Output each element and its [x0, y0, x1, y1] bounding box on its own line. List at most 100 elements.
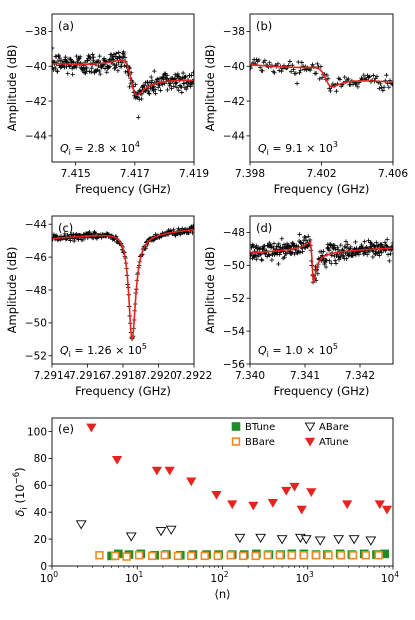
x-tick-base: 10	[125, 573, 138, 585]
data-point	[340, 253, 346, 258]
y-tick-label: −48	[223, 227, 245, 239]
data-point	[325, 76, 331, 81]
y-label-unit: (10	[13, 484, 27, 507]
data-point	[265, 243, 271, 248]
data-point	[327, 258, 332, 263]
y-tick-label: −46	[25, 252, 47, 264]
data-point	[344, 256, 349, 261]
data-point	[345, 242, 350, 247]
data-point	[95, 551, 104, 560]
data-point	[293, 71, 299, 76]
data-point	[139, 96, 144, 102]
data-point	[307, 237, 313, 243]
data-point	[354, 81, 359, 87]
data-point	[306, 234, 311, 239]
data-point	[384, 237, 390, 242]
data-point	[254, 243, 259, 249]
data-point	[73, 65, 79, 70]
data-point	[91, 235, 96, 241]
data-point	[381, 505, 393, 515]
y-tick-label: −52	[223, 293, 245, 305]
data-point	[190, 230, 194, 236]
data-point	[160, 551, 169, 560]
data-point	[169, 86, 174, 91]
legend-label: ABare	[319, 422, 349, 433]
q-annotation: Qi = 1.26 × 105	[60, 342, 147, 359]
data-point	[370, 254, 376, 260]
x-axis-label: Frequency (GHz)	[274, 182, 370, 196]
data-point	[83, 70, 88, 76]
y-tick-label: −40	[25, 61, 47, 73]
data-point	[94, 236, 100, 241]
q-symbol: Q	[60, 142, 69, 155]
data-point	[294, 81, 300, 86]
data-point	[89, 66, 94, 71]
data-point	[371, 73, 376, 78]
x-tick-base: 10	[210, 573, 223, 585]
data-point	[381, 85, 387, 90]
y-axis-label: Amplitude (dB)	[203, 247, 217, 334]
data-point	[85, 58, 90, 63]
data-point	[252, 252, 258, 258]
data-point	[329, 261, 334, 266]
y-tick-label: −50	[25, 318, 47, 330]
data-point	[279, 236, 285, 241]
y-tick-label: 0	[40, 561, 47, 573]
data-point	[256, 57, 262, 63]
fit-curve	[250, 63, 393, 88]
data-point	[342, 74, 347, 80]
panel-label: (e)	[58, 422, 74, 436]
x-tick-exponent: 3	[309, 570, 314, 579]
data-point	[365, 252, 370, 257]
fit-curve	[250, 241, 393, 284]
y-tick-label: 20	[34, 534, 47, 546]
y-axis-label: Amplitude (dB)	[203, 45, 217, 132]
data-point	[307, 68, 313, 73]
data-point	[374, 240, 379, 245]
data-point	[327, 86, 332, 91]
data-point	[330, 245, 336, 251]
data-point	[116, 50, 121, 55]
series-bbare	[95, 551, 383, 561]
data-point	[121, 49, 126, 55]
data-point	[88, 55, 93, 61]
data-point	[374, 500, 385, 510]
data-point	[250, 253, 253, 258]
q-exponent: 4	[135, 140, 140, 149]
data-point	[344, 245, 350, 250]
data-point	[287, 59, 293, 64]
fit-curve	[52, 59, 194, 97]
data-point	[341, 254, 346, 259]
data-point	[275, 244, 281, 249]
q-symbol: Q	[258, 142, 267, 155]
y-tick-label: −38	[25, 26, 47, 38]
data-point	[380, 88, 386, 93]
data-point	[239, 551, 248, 561]
legend-label: ATune	[319, 437, 348, 448]
data-point	[346, 76, 351, 82]
data-point	[155, 527, 167, 537]
q-subscript: i	[267, 148, 269, 157]
data-point	[336, 551, 346, 560]
data-point	[189, 73, 194, 78]
data-point	[262, 58, 268, 63]
data-point	[303, 235, 308, 240]
data-point	[305, 244, 311, 250]
y-tick-label: −50	[223, 260, 245, 272]
q-value: = 1.26 × 10	[71, 344, 142, 357]
data-point	[335, 245, 340, 250]
data-point	[140, 85, 145, 90]
data-point	[324, 551, 333, 560]
data-point	[333, 261, 339, 266]
series-abare	[75, 520, 377, 546]
data-point	[297, 232, 302, 237]
data-point	[58, 65, 63, 70]
legend-item-btune: BTune	[231, 422, 275, 433]
data-point	[297, 250, 303, 255]
data-point	[151, 466, 163, 476]
data-point	[371, 243, 377, 248]
data-point	[84, 68, 89, 74]
data-point	[315, 271, 321, 276]
data-point	[176, 88, 181, 93]
